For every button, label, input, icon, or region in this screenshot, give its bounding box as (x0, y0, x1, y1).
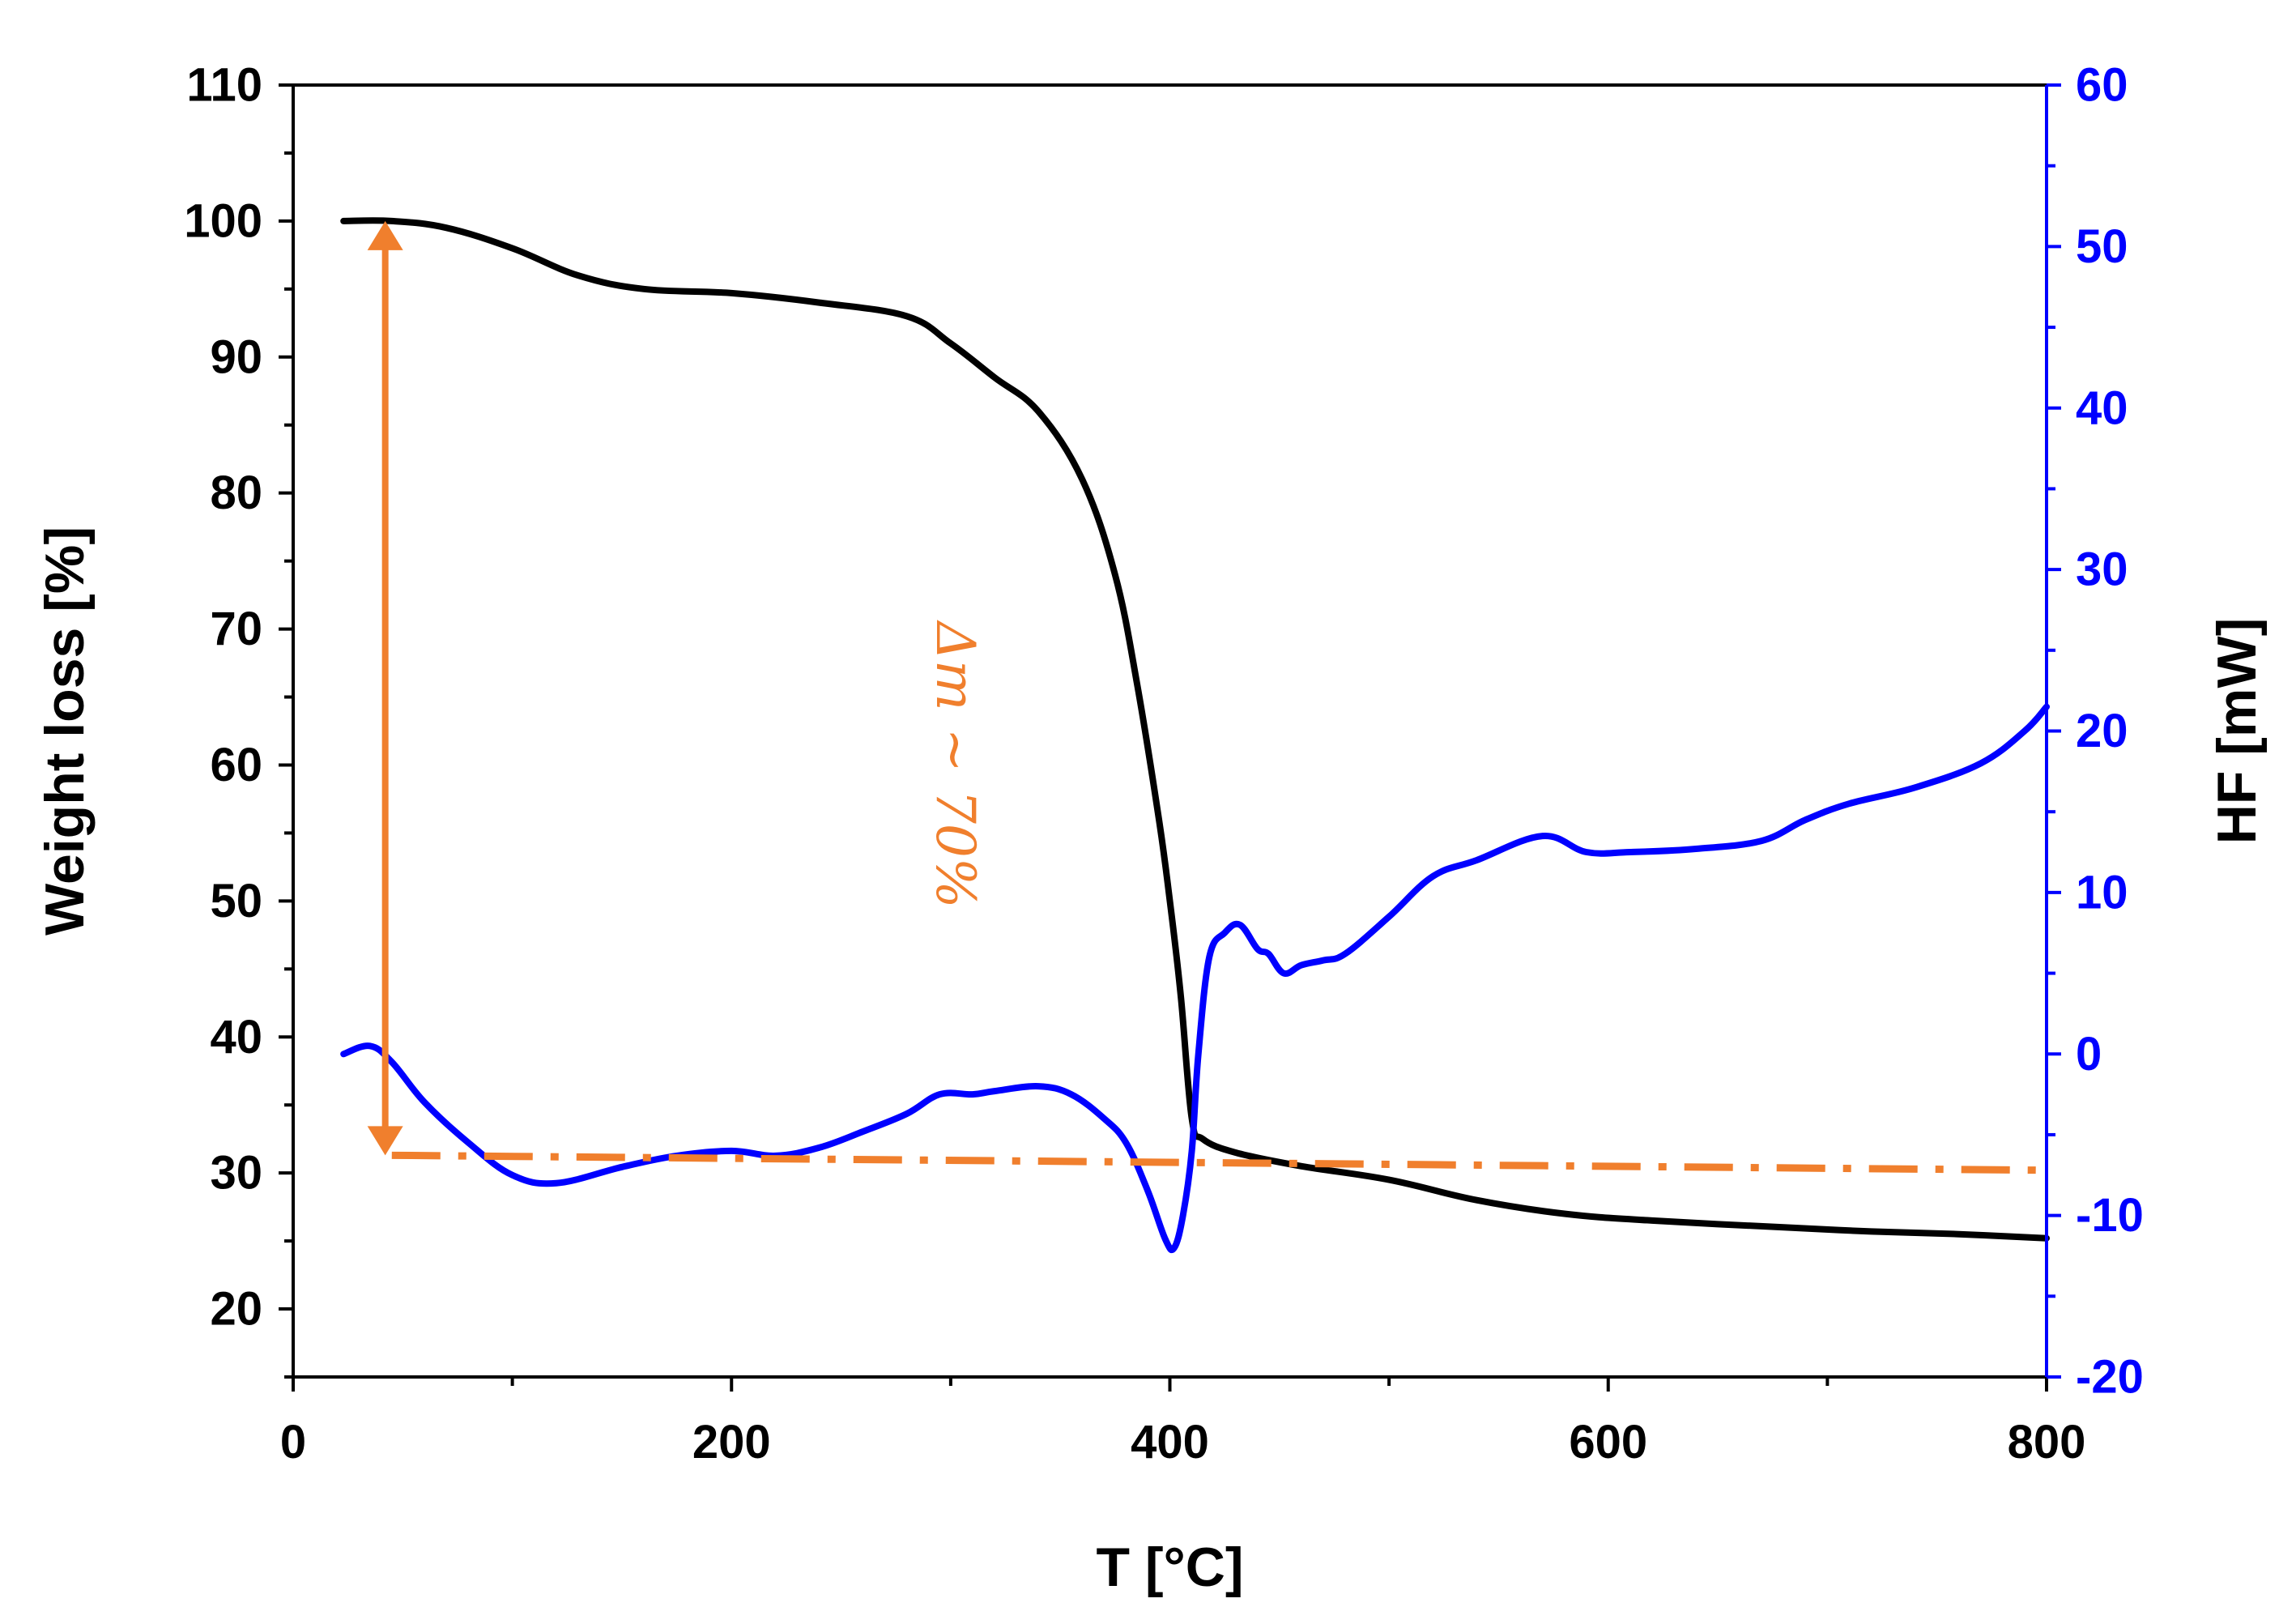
left-y-tick-label: 40 (210, 1011, 262, 1063)
right-y-tick-label: 20 (2076, 705, 2128, 757)
left-y-tick-label: 60 (210, 739, 262, 791)
right-y-axis-title: HF [mW] (2206, 618, 2268, 844)
mass-change-arrow-head-top (367, 220, 403, 250)
left-y-axis-title: Weight loss [%] (34, 526, 96, 936)
left-y-tick-label: 70 (210, 603, 262, 655)
left-y-tick-label: 100 (184, 194, 262, 247)
x-tick-label: 200 (692, 1416, 771, 1468)
right-y-tick-label: 40 (2076, 381, 2128, 434)
x-axis-title: T [°C] (1096, 1537, 1243, 1598)
right-y-tick-label: -20 (2076, 1351, 2144, 1404)
left-y-tick-label: 110 (186, 59, 262, 112)
x-tick-label: 0 (280, 1416, 306, 1468)
right-y-tick-label: 60 (2076, 59, 2128, 112)
left-y-tick-label: 50 (210, 875, 262, 927)
right-y-tick-label: -10 (2076, 1189, 2144, 1242)
tick-layer (279, 83, 2061, 1392)
right-y-tick-label: 10 (2076, 866, 2128, 919)
left-y-tick-label: 90 (210, 330, 262, 383)
left-y-tick-label: 80 (210, 467, 262, 519)
annotation-layer: Δm ~ 70% (367, 220, 2047, 1174)
x-tick-label: 400 (1131, 1416, 1209, 1468)
label-layer: 0 200 400 600 8002030405060708090100110-20-1… (34, 59, 2268, 1599)
mass-change-arrow-head-bottom (367, 1126, 403, 1156)
weight-series-line (340, 217, 2050, 1242)
mass-change-annotation: Δm ~ 70% (924, 619, 986, 908)
x-tick-label: 600 (1569, 1416, 1647, 1468)
right-y-tick-label: 30 (2076, 543, 2128, 596)
left-y-tick-label: 20 (210, 1283, 262, 1336)
left-y-tick-label: 30 (210, 1147, 262, 1200)
right-y-tick-label: 0 (2076, 1028, 2102, 1081)
right-y-tick-label: 50 (2076, 220, 2128, 273)
series-layer (340, 217, 2050, 1254)
x-tick-label: 800 (2008, 1416, 2086, 1468)
